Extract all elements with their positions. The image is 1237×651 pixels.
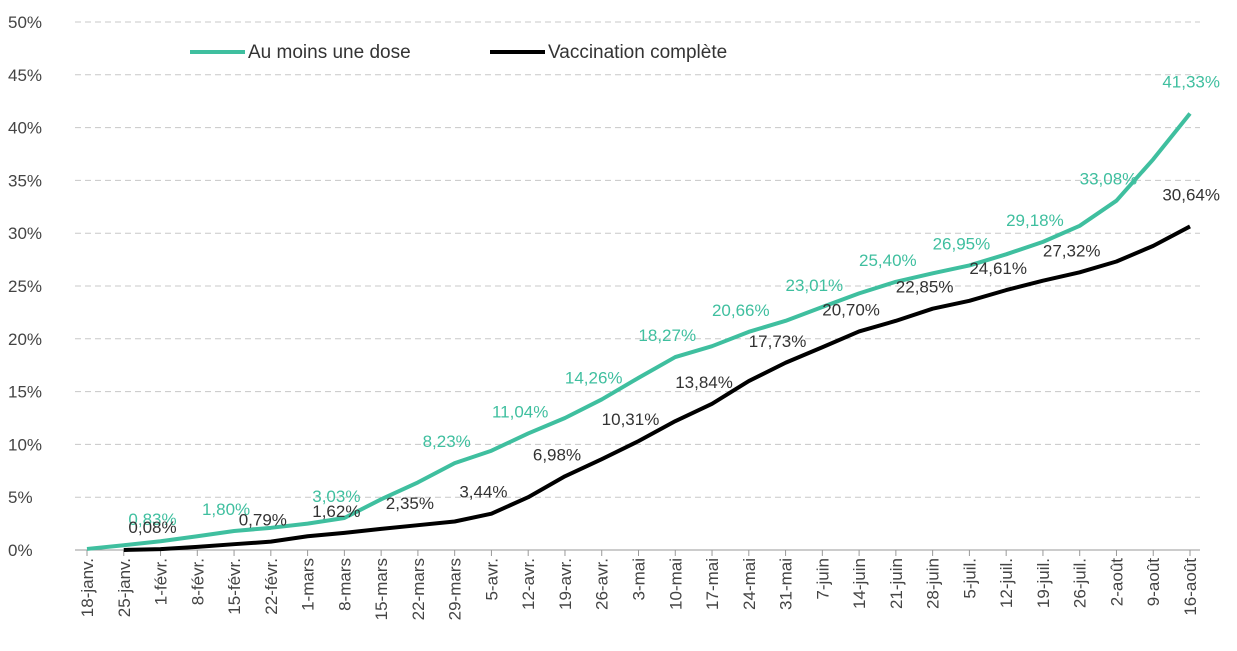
- x-tick-label: 26-avr.: [593, 558, 612, 610]
- x-tick-label: 15-mars: [372, 558, 391, 620]
- data-label: 1,62%: [312, 502, 360, 521]
- data-label: 8,23%: [423, 432, 471, 451]
- data-label: 30,64%: [1162, 185, 1220, 204]
- x-tick-label: 8-févr.: [188, 558, 207, 605]
- data-label: 18,27%: [638, 326, 696, 345]
- x-tick-label: 16-août: [1181, 558, 1200, 616]
- x-tick-label: 21-juin: [887, 558, 906, 609]
- legend-label: Au moins une dose: [248, 42, 411, 63]
- y-tick-label: 20%: [8, 330, 42, 349]
- data-label: 25,40%: [859, 251, 917, 270]
- data-label: 22,85%: [896, 278, 954, 297]
- data-label: 0,79%: [239, 511, 287, 530]
- x-tick-label: 15-févr.: [225, 558, 244, 615]
- x-tick-label: 22-mars: [409, 558, 428, 620]
- data-label: 26,95%: [933, 234, 991, 253]
- data-label: 11,04%: [492, 402, 548, 421]
- x-tick-label: 3-mai: [630, 558, 649, 601]
- x-tick-label: 31-mai: [777, 558, 796, 610]
- x-tick-label: 1-févr.: [152, 558, 171, 605]
- x-tick-label: 2-août: [1107, 558, 1126, 606]
- x-tick-label: 7-juin: [813, 558, 832, 600]
- x-tick-label: 28-juin: [924, 558, 943, 609]
- y-tick-label: 45%: [8, 66, 42, 85]
- x-tick-label: 18-janv.: [78, 558, 97, 617]
- data-label: 33,08%: [1080, 170, 1138, 189]
- x-tick-label: 17-mai: [703, 558, 722, 610]
- y-tick-label: 50%: [8, 13, 42, 32]
- data-label: 2,35%: [386, 494, 434, 513]
- y-tick-label: 0%: [8, 541, 33, 560]
- data-label: 1,80%: [202, 500, 250, 519]
- data-label: 41,33%: [1162, 73, 1220, 92]
- x-tick-label: 19-avr.: [556, 558, 575, 610]
- y-tick-label: 10%: [8, 435, 42, 454]
- x-tick-label: 1-mars: [299, 558, 318, 611]
- x-tick-label: 26-juil.: [1071, 558, 1090, 608]
- y-tick-label: 35%: [8, 171, 42, 190]
- data-label: 20,66%: [712, 301, 770, 320]
- x-tick-label: 29-mars: [446, 558, 465, 620]
- x-tick-label: 22-févr.: [262, 558, 281, 615]
- y-tick-label: 40%: [8, 119, 42, 138]
- data-label: 13,84%: [675, 373, 733, 392]
- data-label: 23,01%: [785, 276, 843, 295]
- line: [123, 224, 1191, 552]
- x-tick-label: 9-août: [1144, 558, 1163, 606]
- data-label: 14,26%: [565, 368, 623, 387]
- x-tick-label: 12-avr.: [519, 558, 538, 610]
- x-tick-label: 10-mai: [666, 558, 685, 610]
- data-label: 3,44%: [459, 483, 507, 502]
- data-label: 0,83%: [128, 510, 176, 529]
- x-tick-label: 5-juil.: [960, 558, 979, 599]
- x-tick-label: 12-juil.: [997, 558, 1016, 608]
- data-label: 24,61%: [969, 259, 1027, 278]
- line: [86, 112, 1192, 551]
- x-tick-label: 5-avr.: [482, 558, 501, 601]
- x-tick-label: 14-juin: [850, 558, 869, 609]
- data-label: 3,03%: [312, 487, 360, 506]
- legend-label: Vaccination complète: [548, 42, 727, 63]
- y-tick-label: 15%: [8, 383, 42, 402]
- y-tick-label: 25%: [8, 277, 42, 296]
- x-tick-label: 19-juil.: [1034, 558, 1053, 608]
- y-tick-label: 30%: [8, 224, 42, 243]
- data-label: 17,73%: [749, 332, 807, 351]
- y-tick-label: 5%: [8, 488, 33, 507]
- x-tick-label: 8-mars: [335, 558, 354, 611]
- data-label: 27,32%: [1043, 241, 1101, 260]
- x-tick-label: 24-mai: [740, 558, 759, 610]
- data-label: 29,18%: [1006, 211, 1064, 230]
- data-label: 20,70%: [822, 300, 880, 319]
- data-label: 6,98%: [533, 445, 581, 464]
- x-tick-label: 25-janv.: [115, 558, 134, 617]
- data-label: 0,08%: [128, 518, 176, 537]
- data-label: 10,31%: [602, 410, 660, 429]
